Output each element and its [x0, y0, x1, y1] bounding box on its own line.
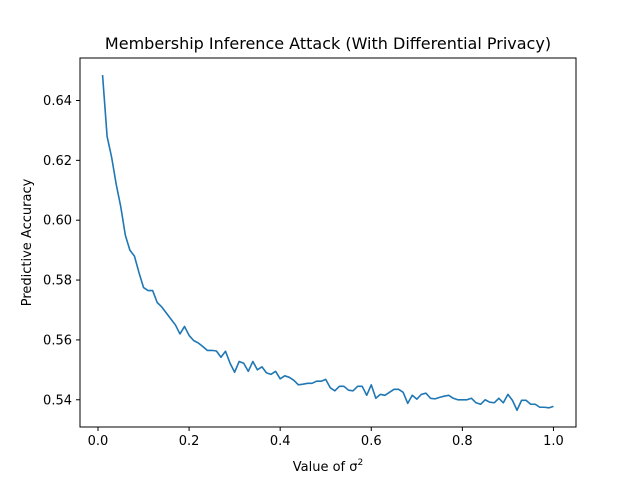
y-tick-label: 0.62	[43, 154, 72, 169]
x-tick-label: 0.0	[88, 434, 109, 449]
chart-title: Membership Inference Attack (With Differ…	[105, 34, 551, 53]
axis-ticks: 0.0 0.2 0.4 0.6 0.8 1.0 0.54 0.56 0.58 0.60 0.62 0.…	[43, 94, 564, 449]
y-tick-label: 0.64	[43, 94, 72, 109]
x-tick-label: 0.8	[452, 434, 473, 449]
y-axis-label: Predictive Accuracy	[20, 178, 35, 306]
x-tick-label: 0.2	[179, 434, 200, 449]
y-tick-label: 0.58	[43, 274, 72, 289]
x-tick-label: 1.0	[543, 434, 564, 449]
x-axis-label: Value of σ2	[293, 458, 363, 475]
x-tick-label: 0.4	[270, 434, 291, 449]
y-tick-label: 0.54	[43, 393, 72, 408]
x-tick-label: 0.6	[361, 434, 382, 449]
plot-area	[101, 75, 554, 412]
y-tick-label: 0.60	[43, 214, 72, 229]
series-line	[101, 75, 554, 412]
y-tick-label: 0.56	[43, 333, 72, 348]
axes-frame	[79, 57, 577, 428]
